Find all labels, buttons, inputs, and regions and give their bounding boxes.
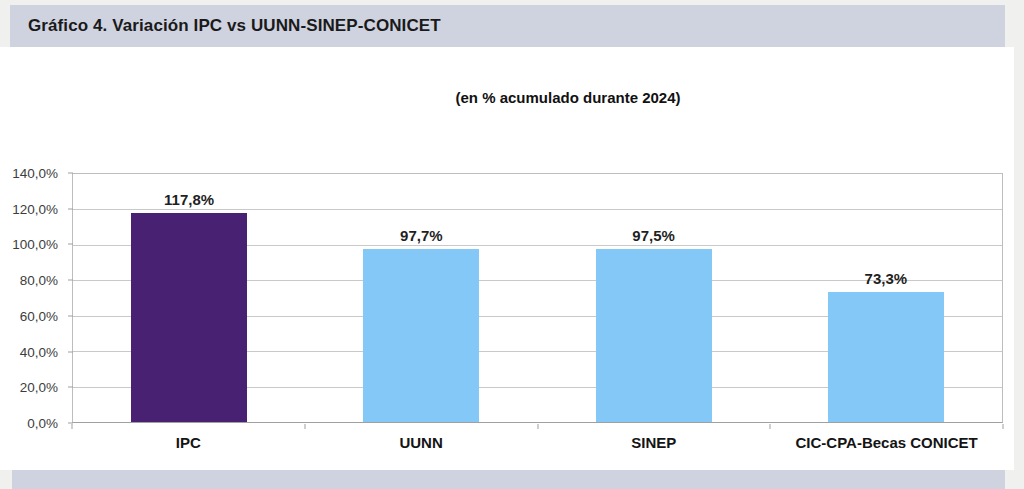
x-axis-category-label: IPC <box>72 434 305 456</box>
y-axis-tick <box>68 208 73 209</box>
y-axis-tick-label: 40,0% <box>20 344 58 359</box>
bar-cic-cpa-becas-conicet <box>828 292 944 422</box>
bar-value-label: 97,5% <box>538 227 770 244</box>
y-axis-tick <box>68 244 73 245</box>
x-axis-tick <box>72 424 73 429</box>
x-axis-tick <box>770 424 771 429</box>
y-axis: 140,0%120,0%100,0%80,0%60,0%40,0%20,0%0,… <box>0 173 64 423</box>
y-axis-tick-label: 60,0% <box>20 308 58 323</box>
y-axis-tick <box>68 387 73 388</box>
y-axis-tick <box>68 315 73 316</box>
chart-header-band: Gráfico 4. Variación IPC vs UUNN-SINEP-C… <box>10 5 1005 47</box>
x-axis-category-label: UUNN <box>305 434 538 456</box>
chart-subtitle: (en % acumulado durante 2024) <box>136 89 1000 111</box>
y-axis-tick <box>68 280 73 281</box>
x-axis-category-label: CIC-CPA-Becas CONICET <box>770 434 1003 456</box>
x-axis-tick <box>1003 424 1004 429</box>
x-axis: IPCUUNNSINEPCIC-CPA-Becas CONICET <box>72 434 1003 456</box>
bar-value-label: 73,3% <box>770 270 1002 287</box>
y-axis-tick-label: 140,0% <box>12 166 58 181</box>
y-axis-tick-label: 80,0% <box>20 273 58 288</box>
bar-value-label: 117,8% <box>73 191 305 208</box>
y-axis-tick <box>68 351 73 352</box>
y-axis-tick-label: 0,0% <box>27 416 58 431</box>
bar-slot: 73,3% <box>770 174 1002 422</box>
plot-area: 117,8% 97,7%97,5% 73,3% <box>72 173 1003 423</box>
bar-sinep <box>596 249 712 422</box>
x-axis-tick <box>537 424 538 429</box>
y-axis-tick-label: 120,0% <box>12 201 58 216</box>
x-axis-tick <box>304 424 305 429</box>
bar-slot: 97,5% <box>538 174 770 422</box>
chart-header-title: Gráfico 4. Variación IPC vs UUNN-SINEP-C… <box>28 16 441 36</box>
bar-uunn <box>363 249 479 422</box>
bar-value-label: 97,7% <box>305 227 537 244</box>
x-axis-category-label: SINEP <box>538 434 771 456</box>
bar-slot: 117,8% <box>73 174 305 422</box>
report-page: Gráfico 4. Variación IPC vs UUNN-SINEP-C… <box>0 0 1024 489</box>
bar-slot: 97,7% <box>305 174 537 422</box>
y-axis-tick <box>68 173 73 174</box>
y-axis-tick-label: 100,0% <box>12 237 58 252</box>
y-axis-tick-label: 20,0% <box>20 380 58 395</box>
footer-band <box>12 470 1005 489</box>
bar-ipc <box>131 213 247 422</box>
